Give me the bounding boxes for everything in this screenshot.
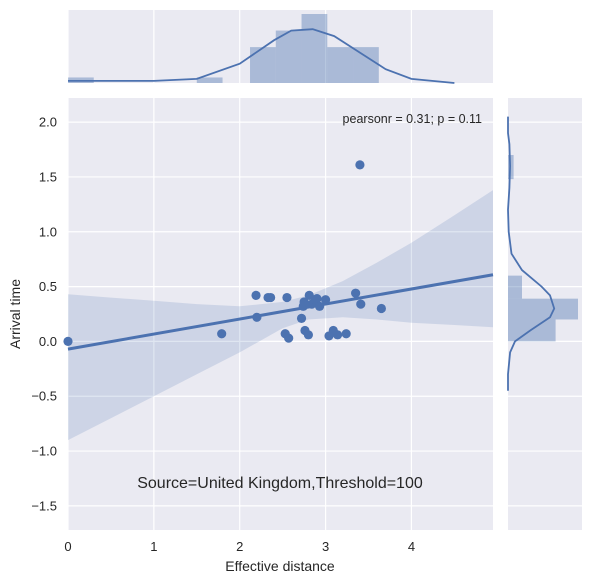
scatter-point — [332, 330, 343, 340]
scatter-point — [356, 299, 366, 309]
scatter-point — [312, 294, 322, 304]
x-marginal-background — [68, 10, 493, 83]
y-tick-labels: 2.0 1.5 1.0 0.5 0.0 −0.5 −1.0 −1.5 — [31, 115, 57, 514]
y-tick-label: 0.5 — [39, 279, 57, 294]
scatter-point — [284, 333, 294, 343]
scatter-points — [63, 160, 386, 347]
y-marginal-bar — [508, 298, 578, 320]
x-tick-labels: 0 1 2 3 4 — [64, 539, 415, 554]
main-plot-background — [68, 98, 493, 530]
x-tick-label: 0 — [64, 539, 71, 554]
y-marginal-bar — [508, 275, 522, 299]
scatter-point — [282, 292, 292, 303]
scatter-point — [303, 330, 314, 340]
x-marginal-bar — [327, 47, 354, 83]
regression-confidence-band — [68, 190, 493, 441]
scatter-point — [252, 312, 262, 322]
x-marginal-histogram — [68, 14, 379, 84]
x-marginal-bar — [250, 47, 276, 83]
y-marginal-background — [508, 98, 582, 530]
scatter-point — [314, 301, 325, 311]
scatter-point — [296, 313, 307, 323]
x-marginal-gridlines — [67, 10, 413, 83]
x-marginal-kde-curve — [68, 28, 455, 84]
y-tick-label: −0.5 — [31, 389, 57, 404]
scatter-point — [351, 288, 361, 298]
scatter-point — [217, 329, 227, 339]
scatter-point — [299, 297, 309, 307]
scatter-point — [341, 329, 351, 339]
y-marginal-panel — [507, 98, 582, 530]
y-tick-label: 1.5 — [39, 169, 57, 184]
y-axis-label: Arrival time — [7, 279, 23, 349]
y-marginal-gridlines — [508, 121, 582, 507]
x-tick-label: 3 — [322, 539, 329, 554]
x-marginal-bar — [275, 30, 302, 84]
scatter-point — [63, 336, 73, 347]
scatter-point — [251, 290, 261, 300]
pearson-annotation: pearsonr = 0.31; p = 0.11 — [343, 112, 483, 126]
y-marginal-kde-curve — [507, 116, 556, 391]
x-axis-label: Effective distance — [225, 558, 335, 574]
x-tick-label: 2 — [236, 539, 243, 554]
x-marginal-panel — [67, 10, 493, 84]
main-scatter-panel: pearsonr = 0.31; p = 0.11 Source=United … — [63, 98, 494, 530]
source-caption: Source=United Kingdom,Threshold=100 — [137, 475, 423, 492]
x-tick-label: 4 — [408, 539, 415, 554]
y-tick-label: 2.0 — [39, 115, 57, 130]
x-tick-label: 1 — [150, 539, 157, 554]
y-tick-label: −1.5 — [31, 498, 57, 513]
scatter-point — [355, 160, 365, 170]
y-tick-label: 1.0 — [39, 224, 57, 239]
scatter-point — [266, 292, 276, 303]
x-marginal-bar — [196, 77, 223, 83]
x-marginal-bar — [301, 14, 328, 83]
y-tick-label: 0.0 — [39, 334, 57, 349]
scatter-point — [376, 303, 386, 314]
main-gridlines — [67, 98, 493, 530]
x-marginal-bar — [353, 47, 379, 83]
regression-line — [67, 273, 494, 351]
scatter-point — [320, 295, 331, 305]
y-tick-label: −1.0 — [31, 444, 57, 459]
